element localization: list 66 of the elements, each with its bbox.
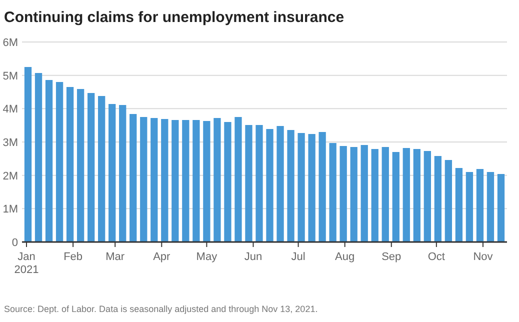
x-tick-label: Apr	[153, 251, 171, 263]
bar	[392, 152, 400, 242]
bar	[266, 129, 274, 242]
bar	[424, 151, 431, 242]
bar	[486, 172, 494, 242]
bar	[329, 143, 336, 242]
x-tick-label: Mar	[106, 251, 125, 263]
bar	[340, 146, 347, 242]
bar	[88, 93, 95, 242]
bar	[150, 118, 158, 242]
x-tick-label: Feb	[64, 251, 83, 263]
bar	[203, 121, 210, 242]
bar	[56, 82, 64, 242]
bar	[371, 149, 378, 242]
bar	[182, 120, 190, 242]
bar	[34, 73, 42, 242]
bar	[444, 160, 452, 242]
bar	[224, 122, 232, 242]
bar	[360, 145, 368, 242]
y-tick-label: 1M	[2, 204, 18, 216]
bar	[287, 130, 294, 242]
bar	[45, 80, 53, 242]
x-tick-label: Oct	[428, 251, 445, 263]
bar	[130, 114, 137, 242]
bar	[98, 96, 106, 242]
y-tick-label: 5M	[2, 70, 18, 82]
bar	[256, 125, 263, 242]
bar	[382, 147, 389, 242]
bar	[108, 104, 116, 242]
source-note: Source: Dept. of Labor. Data is seasonally adjusted and through Nov 13, 2021.	[4, 304, 318, 314]
bar	[161, 119, 168, 242]
bar	[497, 174, 505, 242]
bar	[245, 125, 252, 242]
bar	[434, 156, 442, 242]
x-tick-label: Jul	[291, 251, 306, 263]
bar	[276, 126, 284, 242]
y-tick-label: 2M	[2, 170, 18, 182]
bar	[140, 117, 148, 242]
bar	[66, 87, 74, 242]
bar	[466, 172, 474, 242]
chart-title: Continuing claims for unemployment insurance	[4, 9, 344, 26]
x-tick-label: Jan 2021	[14, 251, 39, 276]
bar	[476, 169, 484, 242]
bar	[318, 132, 326, 242]
bar	[308, 134, 316, 242]
x-tick-label: Aug	[335, 251, 355, 263]
bar	[298, 133, 305, 242]
bar	[413, 149, 420, 242]
y-tick-label: 4M	[2, 104, 18, 116]
bar	[192, 120, 200, 242]
bar	[119, 105, 126, 242]
x-tick-label: Sep	[382, 251, 402, 263]
bar	[455, 168, 463, 242]
bar	[172, 120, 179, 242]
bar	[24, 67, 32, 242]
y-tick-label: 6M	[2, 37, 18, 49]
x-tick-label: Jun	[244, 251, 262, 263]
bar	[350, 147, 358, 242]
bar	[76, 89, 84, 242]
y-tick-label: 3M	[2, 137, 18, 149]
x-tick-label: May	[196, 251, 218, 263]
x-tick-label: Nov	[473, 251, 494, 263]
bar	[402, 148, 410, 242]
bar	[234, 117, 242, 242]
y-tick-label: 0	[12, 237, 18, 249]
bar	[214, 118, 221, 242]
